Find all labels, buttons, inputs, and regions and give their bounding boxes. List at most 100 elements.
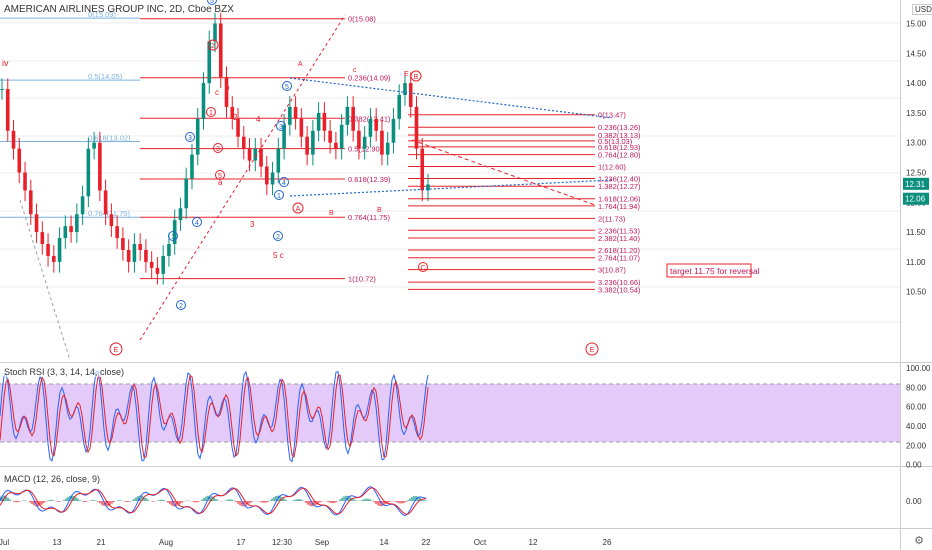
wave-circle-blue-5b: 5 — [282, 81, 292, 91]
fib-left-label: 1(10.72) — [348, 275, 376, 284]
fib-blue-label: 0(15.09) — [88, 10, 116, 19]
fib-right-label: 2.382(11.40) — [598, 234, 640, 243]
fib-right-label: 2.764(11.07) — [598, 254, 640, 263]
price-tick-label: 13.00 — [906, 139, 927, 148]
candle-body — [28, 190, 33, 215]
svg-text:E: E — [114, 347, 119, 354]
macd-tick-label: 0.00 — [906, 497, 922, 506]
time-axis[interactable]: Jul 13 21 Aug 17 12:30 Sep 14 22 Oct 12 26 — [0, 538, 612, 547]
candle-body — [80, 196, 85, 215]
candle-body — [322, 112, 327, 131]
candle-body — [299, 118, 304, 137]
wave-circle-blue-3: 3 — [185, 132, 195, 142]
fib-left-label: 0.382(13.41) — [348, 114, 391, 123]
candle-body — [426, 184, 430, 191]
fib-right-label: 0(13.47) — [598, 111, 626, 120]
fib-retracement-left[interactable]: 0(15.08) 0.236(14.09) 0.382(13.41) 0.5(12.9… — [140, 15, 391, 284]
lower-triangle-line[interactable] — [289, 179, 613, 197]
fib-right-label: 3(10.87) — [598, 266, 626, 275]
wave-label-a: a — [218, 178, 223, 187]
candle-body — [86, 148, 91, 197]
price-tick-label: 15.00 — [906, 20, 927, 29]
candle-body — [380, 130, 384, 155]
gear-icon[interactable]: ⚙ — [914, 535, 924, 547]
candle-body — [282, 124, 286, 149]
currency-label[interactable]: USD — [912, 4, 932, 15]
wave-circle-red-1: 1 — [206, 107, 216, 117]
wave-circle-blue-4: 4 — [192, 217, 202, 227]
stoch-tick-label: 40.00 — [906, 422, 927, 431]
candle-body — [316, 112, 321, 131]
candle-body — [132, 244, 137, 262]
candle-body — [149, 261, 154, 268]
candle-body — [138, 244, 142, 250]
fib-extension-right[interactable]: 0(13.47) 0.236(13.26)0.382(13.13)0.5(13.0… — [408, 111, 641, 295]
stoch-tick-label: 100.00 — [906, 364, 931, 373]
fib-left-label: 0.618(12.39) — [348, 175, 391, 184]
fib-right-label: 0.5(13.03) — [598, 137, 633, 146]
svg-text:3: 3 — [216, 146, 220, 153]
stoch-rsi-label[interactable]: Stoch RSI (3, 3, 14, 14, close) — [4, 367, 125, 377]
candle-body — [184, 178, 189, 209]
price-badge — [903, 192, 929, 205]
svg-text:3: 3 — [279, 124, 283, 131]
candle-body — [115, 226, 119, 239]
wave-label-c: c — [215, 88, 219, 97]
candle-body — [351, 106, 355, 131]
wave-label-B2: B — [377, 207, 382, 214]
candle-body — [213, 23, 217, 42]
candle-body — [57, 238, 62, 262]
wave-label-c2: c — [353, 67, 357, 74]
candle-body — [345, 106, 350, 125]
fib-right-label: 2.236(11.53) — [598, 226, 640, 235]
price-tick-label: 11.00 — [906, 258, 926, 267]
target-annotation-box[interactable] — [666, 263, 752, 278]
candle-body — [126, 249, 131, 262]
price-tick-label: 11.50 — [906, 228, 926, 237]
price-axis[interactable]: 15.0014.5014.0013.5013.0012.5012.0011.50… — [906, 20, 927, 297]
svg-text:1: 1 — [277, 193, 281, 200]
wave-circle-red-E2: E — [585, 342, 599, 356]
wave-circle-blue-1b: 1 — [274, 190, 284, 200]
candle-body — [368, 118, 373, 137]
svg-text:5: 5 — [285, 84, 289, 91]
candle-body — [0, 89, 4, 91]
candle-body — [357, 130, 361, 149]
rising-trendline[interactable] — [139, 14, 346, 341]
time-tick-label: Oct — [474, 538, 487, 547]
wave-circle-red-3: 3 — [213, 143, 223, 153]
fib-right-label: 1.382(12.27) — [598, 182, 641, 191]
candle-body — [414, 106, 419, 149]
price-tick-label: 10.50 — [906, 288, 927, 297]
fib-blue-label: 0.764(11.75) — [88, 209, 130, 218]
fib-left-label: 0.5(12.90) — [348, 145, 383, 154]
macd-label[interactable]: MACD (12, 26, close, 9) — [4, 474, 101, 484]
time-tick-label: 26 — [603, 538, 612, 547]
falling-trendline[interactable] — [411, 139, 596, 206]
fib-right-label: 0.236(13.26) — [598, 123, 641, 132]
corner-wave-label: iv — [2, 58, 9, 68]
candle-body — [121, 238, 125, 250]
svg-text:1: 1 — [171, 234, 175, 241]
wave-circle-red-C: C — [418, 262, 428, 272]
candle-body — [391, 118, 396, 143]
fib-right-label: 0.764(12.80) — [598, 151, 641, 160]
svg-text:2: 2 — [276, 234, 280, 241]
time-tick-label: 22 — [422, 538, 431, 547]
price-tick-label: 13.50 — [906, 109, 927, 118]
elliott-wave-labels: 2 1 3 5 A E E C B 1 2 3 4 5 1 2 3 4 5 a … — [109, 0, 599, 356]
candle-body — [5, 89, 10, 131]
wave-label-A: A — [298, 61, 303, 68]
candle-body — [276, 148, 281, 173]
candle-body — [339, 124, 344, 149]
fib-retracement-blue[interactable]: 0(15.09) 0.5(14.05) 0.618(13.02) 0.764(11.7… — [0, 10, 140, 218]
stoch-tick-label: 0.00 — [906, 461, 922, 470]
time-tick-label: 14 — [380, 538, 389, 547]
candle-body — [155, 267, 160, 274]
price-badges: 12.31 12.06 — [903, 177, 929, 205]
price-pane[interactable] — [0, 0, 900, 362]
wave-label-2: 2 — [233, 113, 238, 122]
svg-text:B: B — [414, 74, 419, 81]
stoch-tick-label: 60.00 — [906, 403, 927, 412]
